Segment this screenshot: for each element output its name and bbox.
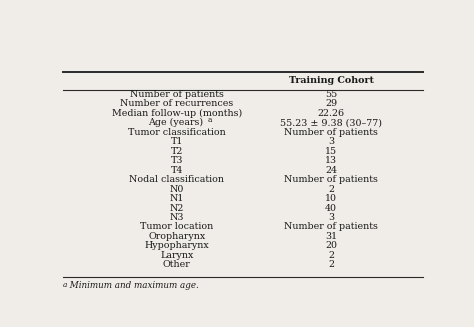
Text: T2: T2 [171,147,183,156]
Text: 31: 31 [325,232,337,241]
Text: 55.23 ± 9.38 (30–77): 55.23 ± 9.38 (30–77) [280,118,382,127]
Text: Larynx: Larynx [160,251,193,260]
Text: Oropharynx: Oropharynx [148,232,205,241]
Text: 3: 3 [328,213,334,222]
Text: N2: N2 [170,203,184,213]
Text: 15: 15 [325,147,337,156]
Text: N1: N1 [170,194,184,203]
Text: Training Cohort: Training Cohort [289,76,374,85]
Text: 20: 20 [325,241,337,250]
Text: T4: T4 [171,166,183,175]
Text: Age (years): Age (years) [148,118,206,127]
Text: 3: 3 [328,137,334,146]
Text: a: a [63,282,67,289]
Text: Nodal classification: Nodal classification [129,175,224,184]
Text: 2: 2 [328,184,334,194]
Text: Other: Other [163,260,191,269]
Text: N3: N3 [170,213,184,222]
Text: 24: 24 [325,166,337,175]
Text: 55: 55 [325,90,337,99]
Text: Tumor location: Tumor location [140,222,213,232]
Text: Number of patients: Number of patients [284,222,378,232]
Text: T3: T3 [171,156,183,165]
Text: Number of patients: Number of patients [284,128,378,137]
Text: 22.26: 22.26 [318,109,345,118]
Text: N0: N0 [170,184,184,194]
Text: a: a [208,116,212,124]
Text: Minimum and maximum age.: Minimum and maximum age. [67,281,199,290]
Text: Number of recurrences: Number of recurrences [120,99,233,108]
Text: Median follow-up (months): Median follow-up (months) [112,109,242,118]
Text: 29: 29 [325,99,337,108]
Text: T1: T1 [171,137,183,146]
Text: 2: 2 [328,251,334,260]
Text: 10: 10 [325,194,337,203]
Text: Tumor classification: Tumor classification [128,128,226,137]
Text: Hypopharynx: Hypopharynx [145,241,209,250]
Text: 40: 40 [325,203,337,213]
Text: Number of patients: Number of patients [130,90,224,99]
Text: Number of patients: Number of patients [284,175,378,184]
Text: 13: 13 [325,156,337,165]
Text: 2: 2 [328,260,334,269]
